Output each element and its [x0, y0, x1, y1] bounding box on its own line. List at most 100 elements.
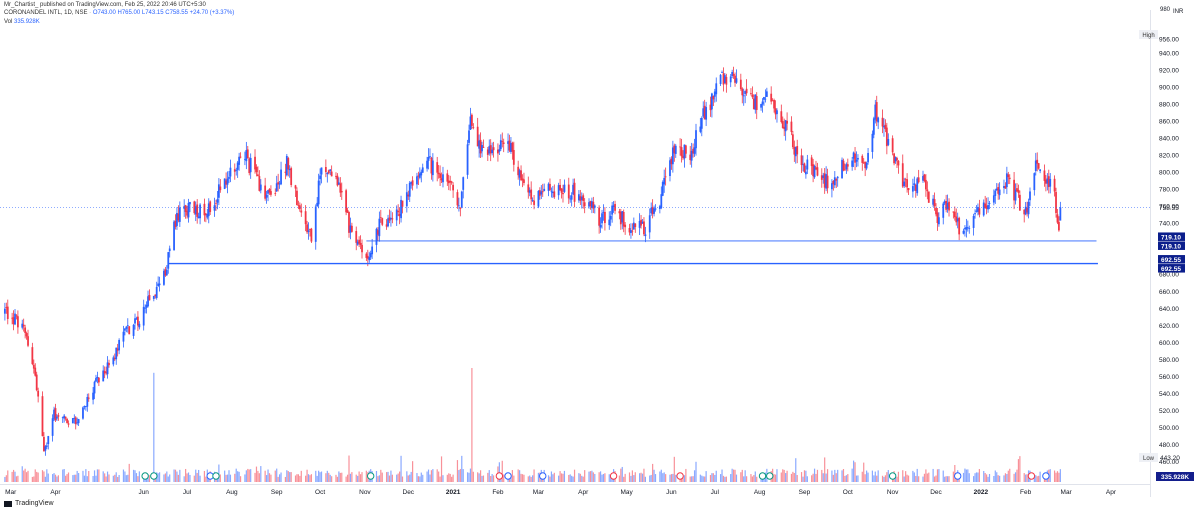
candle-body: [375, 228, 378, 245]
volume-bar: [37, 472, 39, 482]
volume-bar: [199, 475, 201, 482]
candle-body: [709, 104, 712, 111]
time-tick-label: Mar: [5, 489, 17, 496]
candle-body: [216, 199, 219, 203]
candle-body: [695, 130, 697, 149]
volume-bar: [320, 471, 323, 482]
candle-body: [466, 144, 469, 175]
candle-body: [335, 176, 337, 177]
support-price-tag: [1158, 232, 1185, 241]
candle-body: [612, 205, 615, 207]
volume-bar: [711, 473, 713, 482]
support-price-label: 692.55: [1161, 266, 1181, 273]
candle-body: [306, 224, 308, 233]
candle-body: [297, 205, 300, 207]
candle-body: [903, 181, 906, 187]
volume-bar: [279, 474, 281, 482]
volume-bar: [247, 468, 249, 482]
time-tick-label: Feb: [492, 489, 504, 496]
price-tick-label: 800.00: [1159, 170, 1179, 177]
volume-label[interactable]: Vol: [4, 19, 13, 25]
candle-body: [41, 396, 44, 437]
candle-body: [641, 221, 644, 224]
volume-bar: [498, 462, 500, 482]
volume-bar: [7, 470, 9, 482]
volume-bar: [203, 470, 206, 482]
volume-bar: [416, 473, 418, 482]
candle-body: [1005, 173, 1008, 188]
candle-body: [588, 202, 590, 207]
candle-body: [440, 178, 443, 181]
candle-body: [680, 147, 683, 157]
volume-bar: [863, 462, 865, 482]
candle-body: [184, 205, 187, 212]
volume-bar: [782, 469, 784, 482]
volume-bar: [974, 473, 976, 482]
volume-bar: [725, 476, 727, 482]
volume-bar: [510, 474, 512, 482]
volume-bar: [926, 473, 928, 482]
volume-bar: [968, 473, 970, 482]
volume-bar: [821, 469, 823, 482]
volume-bar: [913, 472, 915, 482]
volume-bar: [361, 472, 363, 482]
volume-bar: [52, 474, 54, 482]
candle-body: [833, 177, 836, 186]
volume-bar: [458, 470, 460, 482]
volume-bar: [186, 473, 188, 482]
candle-body: [203, 203, 206, 216]
candle-body: [462, 177, 465, 190]
volume-bar: [205, 476, 207, 482]
price-tick-label: 560.00: [1159, 374, 1179, 381]
volume-bar: [780, 472, 782, 482]
volume-bar: [218, 464, 220, 482]
candle-body: [204, 213, 207, 216]
candle-body: [390, 217, 392, 220]
candle-body: [791, 134, 794, 148]
volume-bar: [751, 476, 753, 482]
volume-bar: [326, 470, 328, 482]
volume-bar: [897, 471, 900, 482]
volume-bar: [842, 469, 845, 482]
volume-bar: [844, 475, 846, 482]
ohlc-open: O743.00: [92, 10, 116, 16]
volume-bar: [783, 469, 785, 482]
candle-body: [310, 228, 313, 242]
volume-bar: [1058, 472, 1060, 482]
candle-body: [846, 164, 849, 167]
candle-body: [93, 381, 96, 394]
volume-bar: [296, 474, 298, 482]
candle-body: [249, 157, 252, 173]
volume-bar: [250, 469, 252, 482]
candle-body: [385, 224, 388, 227]
volume-bar: [430, 470, 433, 482]
currency-label: INR: [1173, 9, 1184, 15]
candle-body: [314, 206, 317, 242]
candle-body: [732, 73, 735, 76]
candle-body: [660, 194, 663, 208]
candle-body: [35, 374, 38, 391]
candle-body: [1024, 206, 1027, 215]
candle-body: [361, 244, 363, 253]
volume-bar: [226, 474, 229, 482]
volume-bar: [571, 475, 573, 482]
volume-bar: [329, 474, 331, 482]
volume-bar: [66, 474, 68, 482]
tradingview-logo-icon[interactable]: [4, 500, 12, 507]
volume-bar: [1059, 469, 1061, 482]
volume-bar: [741, 469, 743, 482]
candle-body: [377, 230, 379, 235]
volume-bar: [621, 466, 623, 482]
support-price-label: 719.10: [1161, 243, 1181, 250]
volume-bar: [23, 470, 25, 482]
support-price-label: 692.55: [1161, 257, 1181, 264]
candle-body: [871, 133, 874, 152]
volume-bar: [1035, 475, 1037, 482]
volume-bar: [996, 472, 998, 482]
symbol-label[interactable]: CORONANDEL INTL, 1D, NSE: [4, 10, 88, 16]
volume-bar: [56, 476, 58, 482]
candle-body: [793, 146, 796, 155]
candle-body: [589, 201, 592, 206]
time-tick-label: Oct: [315, 489, 325, 496]
